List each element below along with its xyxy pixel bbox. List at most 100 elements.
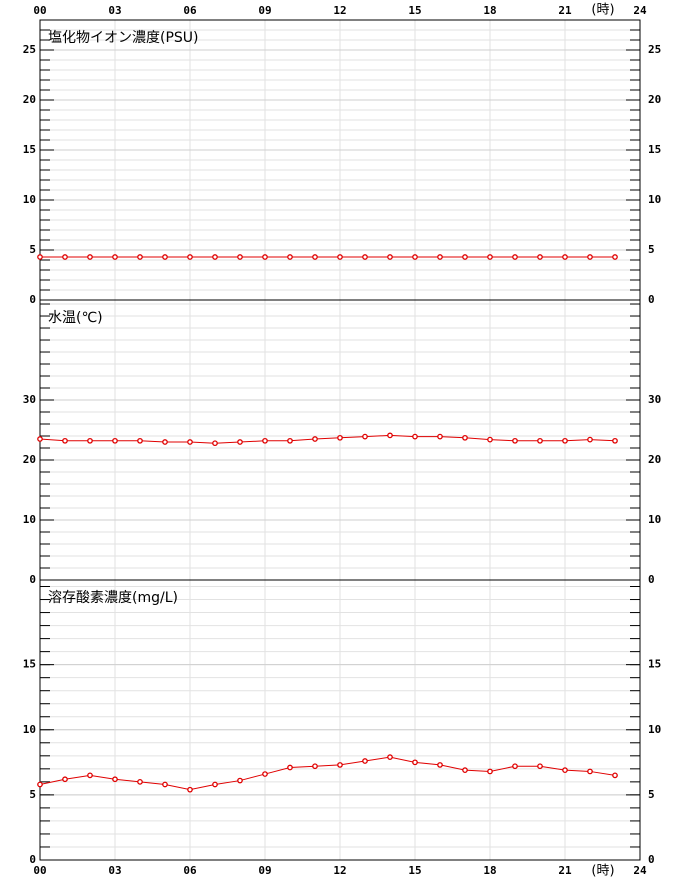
y-tick-label-left: 0 <box>29 853 36 866</box>
y-tick-label-right: 0 <box>648 853 655 866</box>
y-tick-label-right: 15 <box>648 143 661 156</box>
y-tick-label-left: 10 <box>23 513 36 526</box>
y-tick-label-left: 5 <box>29 243 36 256</box>
data-point <box>87 254 93 260</box>
data-point <box>262 771 268 777</box>
x-axis-unit: (時) <box>591 864 614 879</box>
data-point <box>312 436 318 442</box>
data-point <box>387 432 393 439</box>
x-tick-label-top: 21 <box>558 4 572 17</box>
x-tick-label-top: 15 <box>408 4 421 17</box>
y-tick-label-right: 5 <box>648 788 655 801</box>
data-point <box>262 437 268 444</box>
data-point <box>612 772 618 779</box>
x-tick-label-top: 09 <box>258 4 271 17</box>
data-point <box>337 762 343 768</box>
y-tick-label-right: 0 <box>648 573 655 586</box>
data-point <box>212 254 218 260</box>
data-point <box>387 254 393 260</box>
x-tick-label-bottom: 06 <box>183 864 197 877</box>
data-point <box>37 254 43 260</box>
panel-title: 溶存酸素濃度(mg/L) <box>48 590 178 606</box>
x-tick-label-top: 06 <box>183 4 197 17</box>
data-point <box>362 758 368 764</box>
data-point <box>487 436 493 443</box>
data-point <box>587 436 593 443</box>
data-point <box>237 439 243 445</box>
y-tick-label-left: 20 <box>23 453 36 466</box>
y-tick-label-left: 10 <box>23 723 36 736</box>
panel-title: 水温(℃) <box>48 310 103 326</box>
y-tick-label-left: 15 <box>23 143 36 156</box>
data-point <box>187 439 193 445</box>
data-point <box>537 437 543 444</box>
data-point <box>62 776 68 783</box>
data-point <box>337 254 343 260</box>
y-tick-label-right: 20 <box>648 453 661 466</box>
data-point <box>462 434 468 441</box>
data-point <box>512 437 518 444</box>
data-point <box>287 437 293 444</box>
y-tick-label-left: 15 <box>23 658 36 671</box>
y-tick-label-left: 5 <box>29 788 36 801</box>
y-tick-label-right: 10 <box>648 723 661 736</box>
y-tick-label-left: 0 <box>29 573 36 586</box>
data-point <box>412 759 418 766</box>
x-tick-label-top: 24 <box>633 4 647 17</box>
data-point <box>612 254 618 260</box>
data-point <box>487 254 493 260</box>
data-point <box>437 254 443 260</box>
y-tick-label-right: 10 <box>648 513 661 526</box>
panel-title: 塩化物イオン濃度(PSU) <box>48 30 199 46</box>
data-point <box>562 437 568 444</box>
data-point <box>312 763 318 770</box>
data-point <box>187 254 193 260</box>
data-point <box>187 786 193 793</box>
data-point <box>512 763 518 770</box>
data-point <box>37 781 43 788</box>
data-point <box>212 440 218 447</box>
y-tick-label-right: 10 <box>648 193 661 206</box>
data-point <box>212 781 218 788</box>
data-point <box>462 767 468 773</box>
series-line <box>39 434 616 444</box>
y-tick-label-right: 15 <box>648 658 661 671</box>
data-point <box>162 781 168 788</box>
x-tick-label-bottom: 18 <box>483 864 496 877</box>
y-tick-label-right: 0 <box>648 293 655 306</box>
x-tick-label-top: 00 <box>33 4 46 17</box>
data-point <box>87 437 93 444</box>
data-point <box>487 768 493 775</box>
data-point <box>112 776 118 783</box>
y-tick-label-left: 25 <box>23 43 36 56</box>
data-point <box>537 254 543 260</box>
data-point <box>137 779 143 785</box>
x-axis-unit: (時) <box>591 3 614 18</box>
data-point <box>62 254 68 260</box>
plot-frame <box>39 579 641 861</box>
data-point <box>237 254 243 260</box>
x-tick-label-bottom: 15 <box>408 864 421 877</box>
data-point <box>137 254 143 260</box>
data-point <box>237 777 243 784</box>
data-point <box>112 254 118 260</box>
data-point <box>37 436 43 442</box>
data-point <box>587 254 593 260</box>
x-tick-label-top: 18 <box>483 4 496 17</box>
data-point <box>87 772 93 779</box>
data-point <box>412 433 418 440</box>
data-point <box>312 254 318 260</box>
y-tick-label-left: 20 <box>23 93 36 106</box>
data-point <box>437 433 443 440</box>
x-tick-label-top: 12 <box>333 4 346 17</box>
data-point <box>562 254 568 260</box>
data-point <box>137 437 143 444</box>
x-tick-label-bottom: 09 <box>258 864 271 877</box>
x-tick-label-top: 03 <box>108 4 121 17</box>
data-point <box>587 768 593 775</box>
x-tick-label-bottom: 12 <box>333 864 346 877</box>
data-point <box>437 762 443 768</box>
data-point <box>412 254 418 260</box>
data-point <box>287 254 293 260</box>
